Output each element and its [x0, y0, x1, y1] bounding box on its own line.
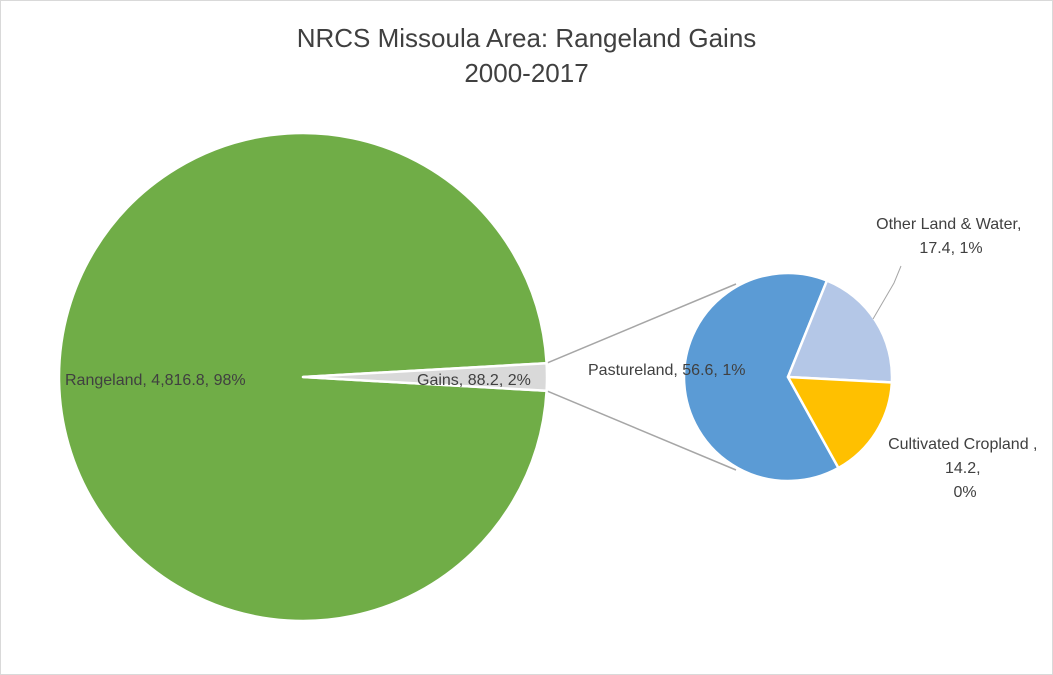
slice-pastureland [682, 271, 840, 483]
label-gains: Gains, 88.2, 2% [417, 372, 531, 389]
slice-cultivated-cropland [786, 375, 894, 470]
label-other-line-1: Other Land & Water, [876, 216, 1021, 233]
secondary-pie [682, 271, 894, 483]
chart-title-line-2: 2000-2017 [464, 58, 589, 88]
chart-title-line-1: NRCS Missoula Area: Rangeland Gains [296, 23, 757, 53]
label-cultivated-line-2: 14.2, [945, 460, 981, 477]
label-rangeland: Rangeland, 4,816.8, 98% [65, 372, 246, 389]
label-pastureland: Pastureland, 56.6, 1% [588, 362, 745, 379]
slice-gains [301, 361, 549, 393]
slice-other-land-and-water [786, 279, 894, 384]
connector-bottom [546, 390, 737, 471]
label-cultivated-cropland: Cultivated Cropland , 14.2, 0% [888, 436, 1042, 501]
chart-title: NRCS Missoula Area: Rangeland Gains 2000… [1, 21, 1052, 91]
label-cultivated-line-1: Cultivated Cropland , [888, 436, 1037, 453]
connector-top [546, 283, 737, 364]
data-labels: Rangeland, 4,816.8, 98% Gains, 88.2, 2% … [65, 216, 1042, 501]
primary-pie [57, 131, 549, 623]
label-other-land-water: Other Land & Water, 17.4, 1% [876, 216, 1026, 257]
label-other-line-2: 17.4, 1% [919, 240, 982, 257]
connector-lines [546, 283, 737, 471]
leader-line-other [872, 265, 902, 320]
label-cultivated-line-3: 0% [953, 484, 976, 501]
